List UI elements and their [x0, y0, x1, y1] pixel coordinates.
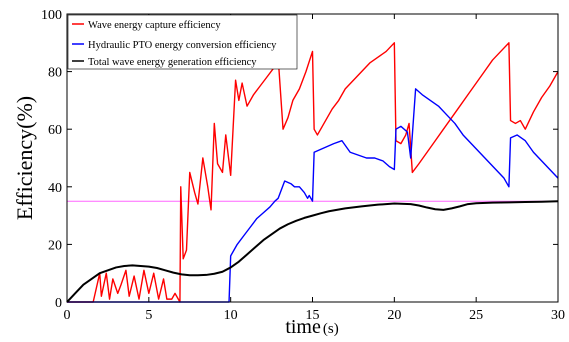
x-axis-title: time (s) — [285, 316, 338, 338]
y-axis-ticks: 0 20 40 60 80 100 — [41, 8, 558, 311]
x-axis-title-label: time — [285, 316, 321, 338]
y-tick-label-5: 100 — [41, 8, 62, 23]
x-tick-label-0: 0 — [64, 308, 71, 323]
y-tick-label-0: 0 — [55, 296, 62, 311]
x-tick-label-3: 15 — [306, 308, 320, 323]
series-line-1 — [67, 88, 559, 303]
y-tick-label-1: 20 — [48, 238, 62, 253]
legend-label-1: Hydraulic PTO energy conversion efficien… — [88, 40, 277, 51]
legend-box — [67, 14, 298, 70]
x-tick-label-5: 25 — [469, 308, 483, 323]
legend-label-0: Wave energy capture efficiency — [88, 20, 221, 31]
x-tick-label-6: 30 — [551, 308, 565, 323]
series-line-2 — [66, 200, 559, 303]
y-tick-label-3: 60 — [48, 123, 62, 138]
legend-label-2: Total wave energy generation efficiency — [88, 57, 257, 68]
x-tick-label-1: 5 — [145, 308, 152, 323]
y-axis-title: Efficiency(%) — [12, 96, 37, 220]
y-tick-label-2: 40 — [48, 181, 62, 196]
legend: Wave energy capture efficiency Hydraulic… — [67, 14, 298, 70]
x-tick-label-4: 20 — [387, 308, 401, 323]
y-tick-label-4: 80 — [48, 66, 62, 81]
x-tick-label-2: 10 — [224, 308, 238, 323]
x-axis-title-unit: (s) — [323, 321, 339, 337]
